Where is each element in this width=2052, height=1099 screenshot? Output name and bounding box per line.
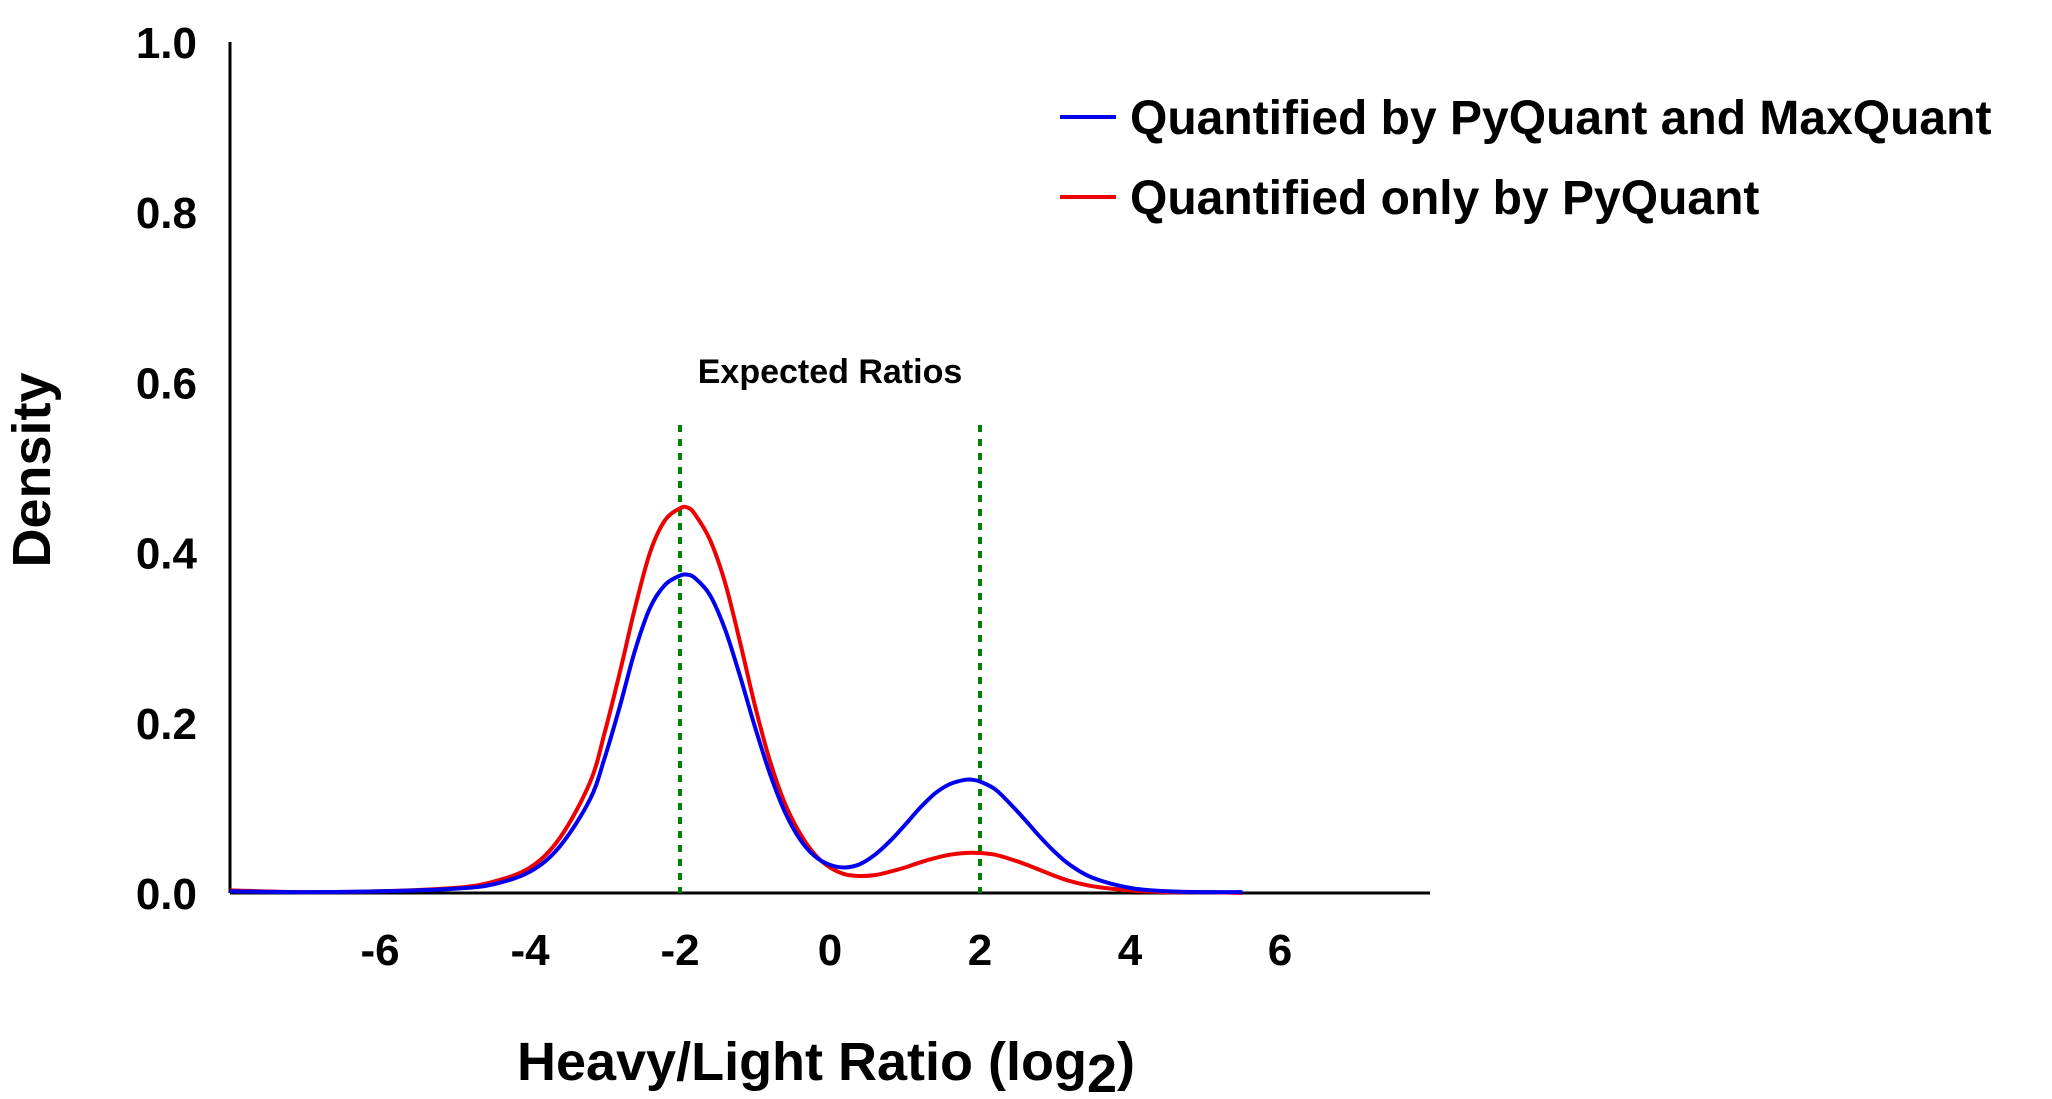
y-tick-label: 0.0 [136, 870, 197, 919]
x-tick-label: 0 [818, 926, 842, 975]
legend: Quantified by PyQuant and MaxQuant Quanti… [1060, 92, 1991, 225]
y-tick-label: 0.2 [136, 700, 197, 749]
y-tick-label: 0.4 [136, 530, 198, 579]
legend-label: Quantified by PyQuant and MaxQuant [1130, 92, 1991, 145]
x-tick-label: -2 [660, 926, 699, 975]
expected-ratios-label: Expected Ratios [698, 353, 963, 391]
density-curves [229, 504, 1243, 895]
series-line [229, 504, 1243, 895]
y-axis-title: Density [2, 372, 62, 567]
x-tick-label: -6 [360, 926, 399, 975]
series-line [229, 572, 1243, 895]
x-axis-title-suffix: ) [1117, 1032, 1135, 1092]
y-axis: 0.0 0.2 0.4 0.6 0.8 1.0 [136, 19, 232, 919]
y-tick-label: 1.0 [136, 19, 197, 68]
legend-label: Quantified only by PyQuant [1130, 172, 1759, 225]
y-tick-label: 0.8 [136, 189, 197, 238]
expected-ratio-lines [678, 424, 982, 893]
x-axis-title: Heavy/Light Ratio (log2) [517, 1032, 1135, 1099]
x-axis: -6 -4 -2 0 2 4 6 [230, 891, 1430, 975]
x-tick-label: 4 [1118, 926, 1143, 975]
x-axis-title-subscript: 2 [1087, 1044, 1117, 1099]
x-axis-title-main: Heavy/Light Ratio (log [517, 1032, 1087, 1092]
y-tick-label: 0.6 [136, 359, 197, 408]
x-tick-label: 2 [968, 926, 992, 975]
x-tick-label: -4 [510, 926, 550, 975]
x-tick-label: 6 [1268, 926, 1292, 975]
